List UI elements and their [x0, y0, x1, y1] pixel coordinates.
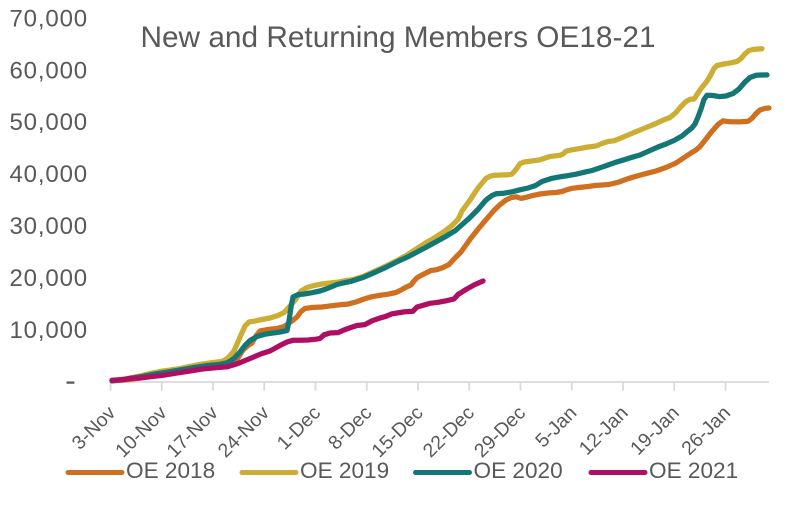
svg-text:10,000: 10,000 [9, 317, 88, 344]
svg-text:OE 2019: OE 2019 [300, 458, 389, 483]
svg-text:40,000: 40,000 [9, 161, 88, 188]
svg-text:50,000: 50,000 [9, 109, 88, 136]
svg-text:OE 2018: OE 2018 [126, 458, 215, 483]
svg-text:30,000: 30,000 [9, 213, 88, 240]
svg-text:20,000: 20,000 [9, 265, 88, 292]
svg-text:60,000: 60,000 [9, 57, 88, 84]
svg-text:OE 2021: OE 2021 [649, 458, 738, 483]
svg-text:OE 2020: OE 2020 [474, 458, 563, 483]
svg-text:New and Returning Members OE18: New and Returning Members OE18-21 [140, 21, 655, 54]
svg-text:70,000: 70,000 [9, 5, 88, 32]
